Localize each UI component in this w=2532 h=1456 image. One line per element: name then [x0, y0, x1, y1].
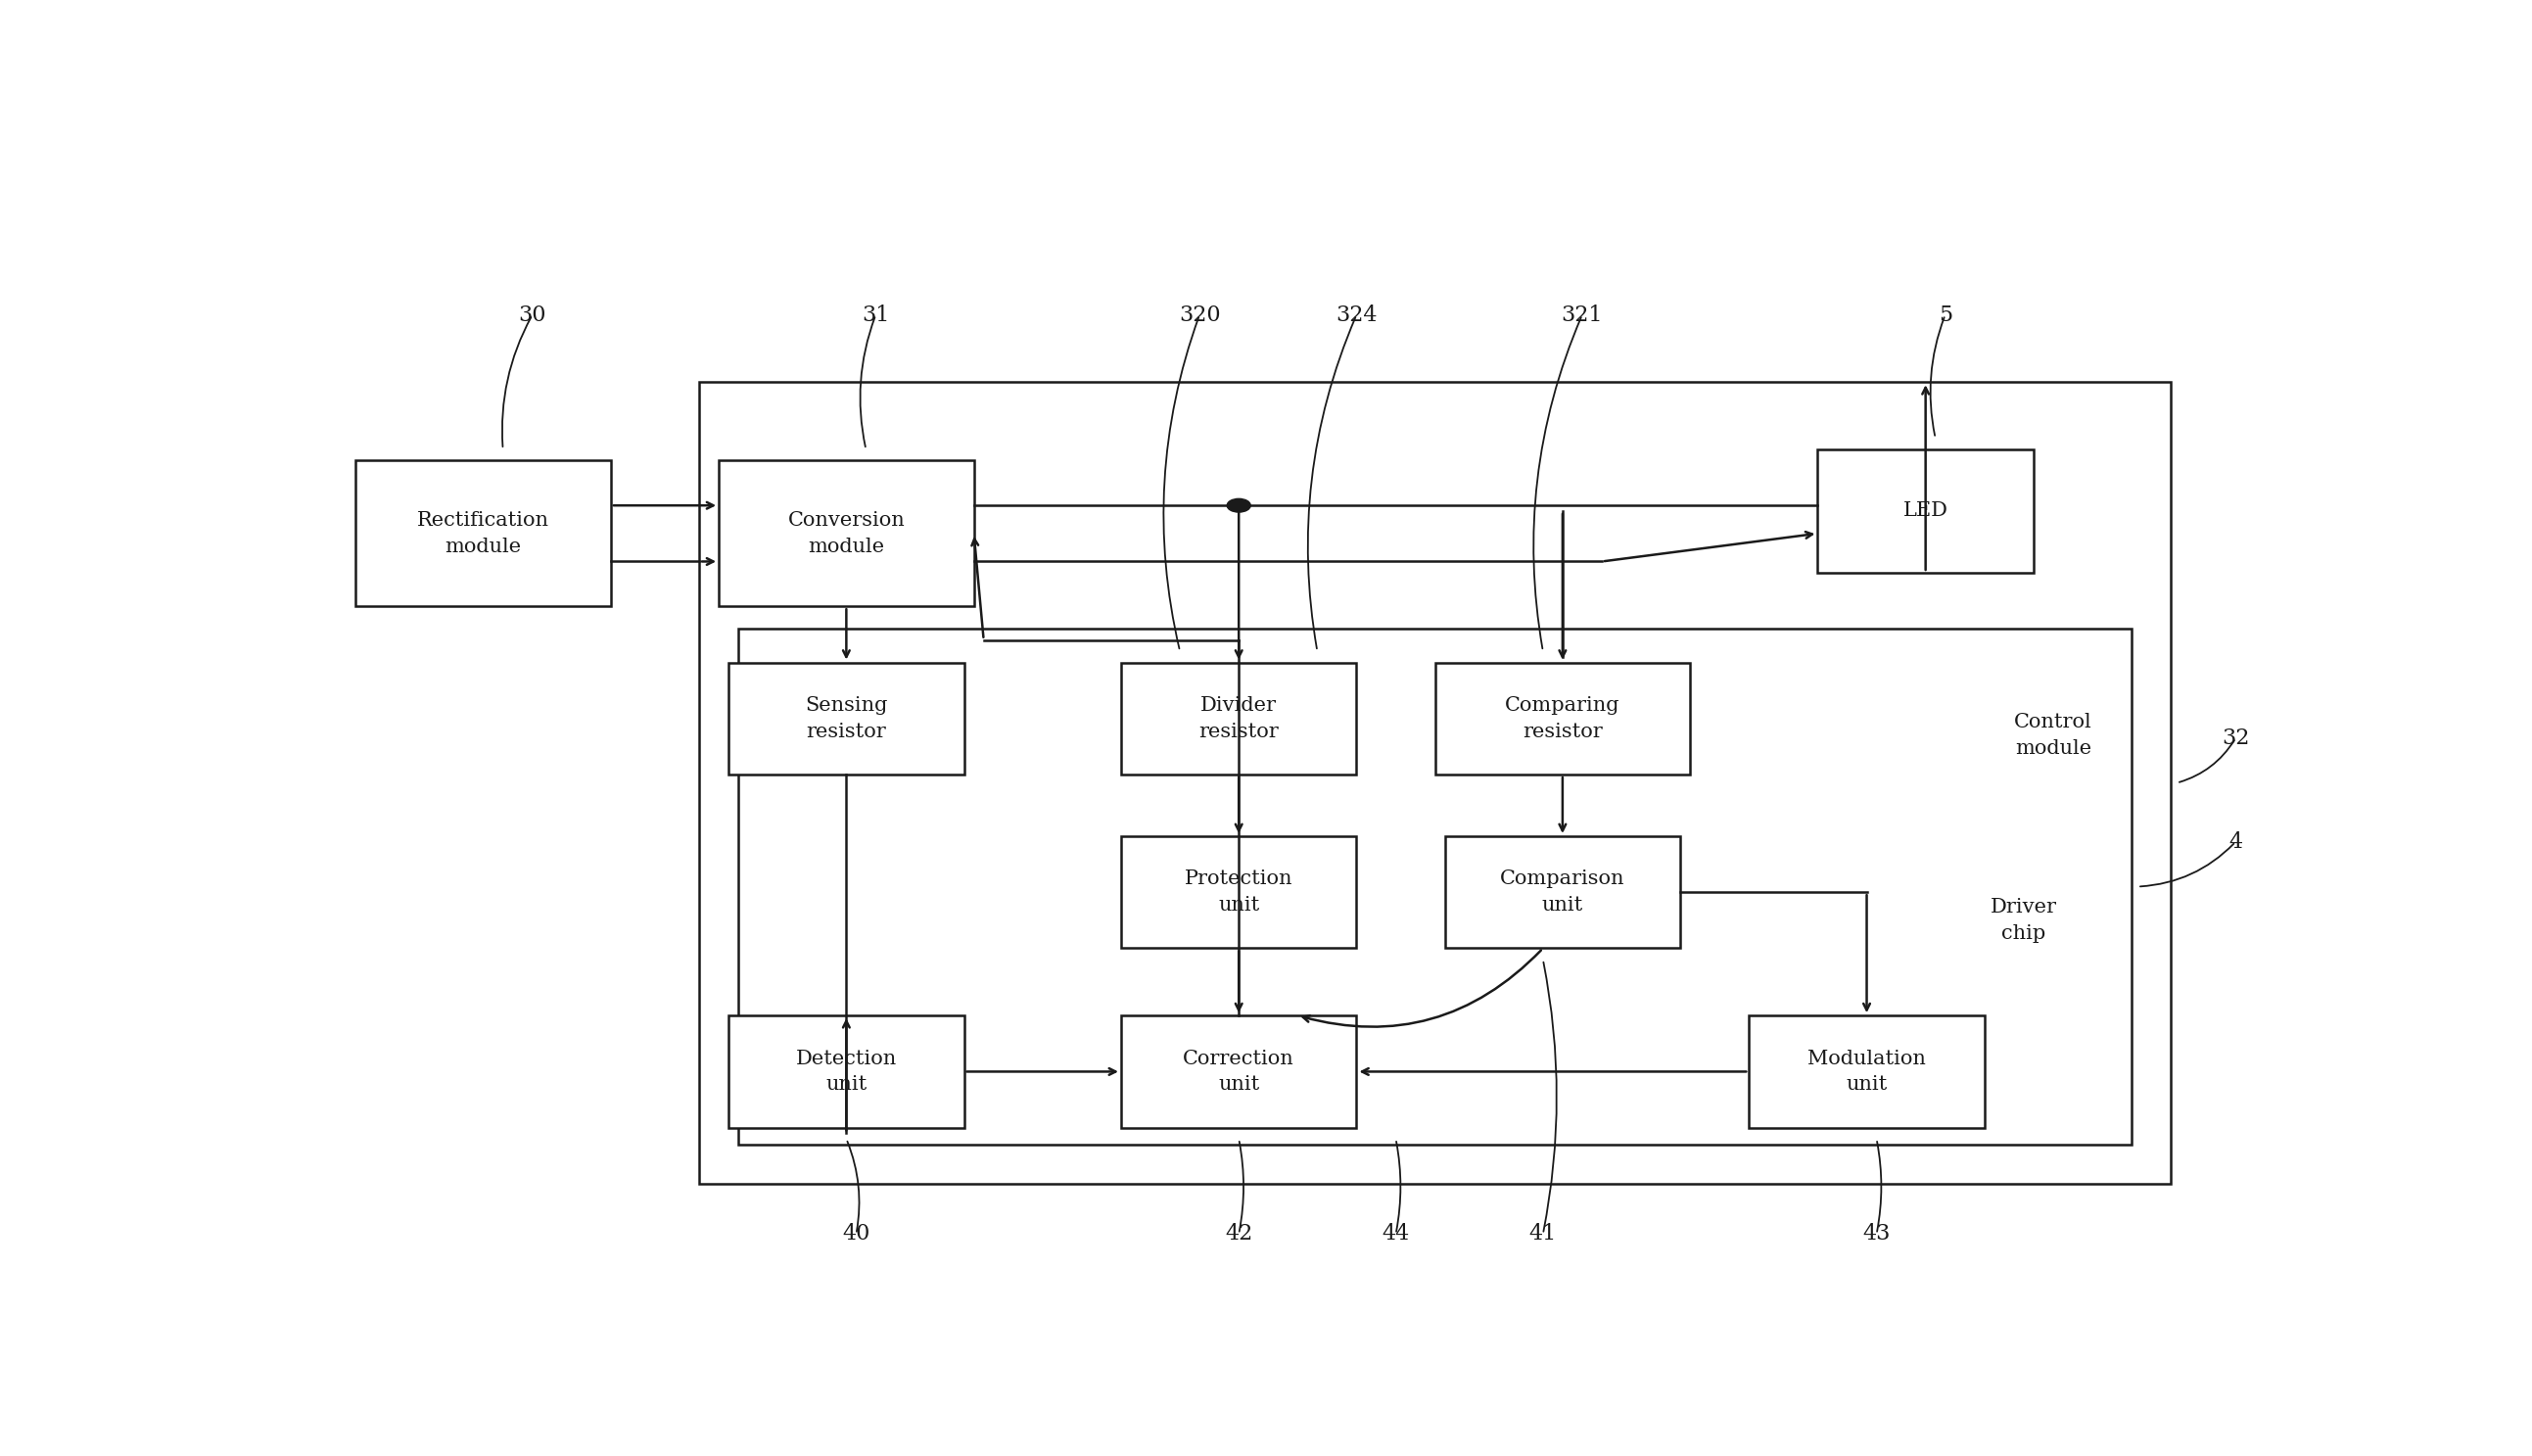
Text: 5: 5 — [1940, 304, 1952, 326]
Text: 44: 44 — [1382, 1223, 1410, 1245]
Text: Sensing
resistor: Sensing resistor — [805, 696, 889, 741]
Text: Rectification
module: Rectification module — [418, 511, 549, 556]
Text: Control
module: Control module — [2013, 713, 2091, 757]
Text: 31: 31 — [861, 304, 889, 326]
Text: 42: 42 — [1225, 1223, 1253, 1245]
Bar — [1750, 1016, 1985, 1127]
Bar — [729, 1016, 965, 1127]
Text: Protection
unit: Protection unit — [1185, 871, 1294, 914]
Bar — [354, 460, 610, 606]
Bar — [699, 381, 2170, 1184]
Bar — [1122, 662, 1357, 775]
Text: 43: 43 — [1864, 1223, 1891, 1245]
Text: Comparison
unit: Comparison unit — [1499, 871, 1626, 914]
Text: Correction
unit: Correction unit — [1182, 1050, 1294, 1093]
Text: 41: 41 — [1529, 1223, 1557, 1245]
Bar — [1122, 836, 1357, 948]
Text: LED: LED — [1904, 502, 1947, 520]
Circle shape — [1228, 499, 1251, 513]
Bar — [719, 460, 975, 606]
Text: 30: 30 — [519, 304, 547, 326]
Text: Conversion
module: Conversion module — [787, 511, 904, 556]
Text: Comparing
resistor: Comparing resistor — [1504, 696, 1620, 741]
Text: 324: 324 — [1337, 304, 1377, 326]
Text: 40: 40 — [843, 1223, 871, 1245]
Text: Divider
resistor: Divider resistor — [1198, 696, 1279, 741]
Bar — [1446, 836, 1681, 948]
Bar — [729, 662, 965, 775]
Text: Modulation
unit: Modulation unit — [1808, 1050, 1927, 1093]
Text: 321: 321 — [1562, 304, 1603, 326]
Text: 32: 32 — [2221, 728, 2248, 748]
Text: Detection
unit: Detection unit — [795, 1050, 896, 1093]
Text: 320: 320 — [1180, 304, 1220, 326]
Text: 4: 4 — [2228, 831, 2243, 853]
Bar — [1818, 450, 2033, 572]
Bar — [1122, 1016, 1357, 1127]
Text: Driver
chip: Driver chip — [1990, 898, 2056, 942]
Bar — [739, 629, 2132, 1144]
Bar — [1436, 662, 1691, 775]
